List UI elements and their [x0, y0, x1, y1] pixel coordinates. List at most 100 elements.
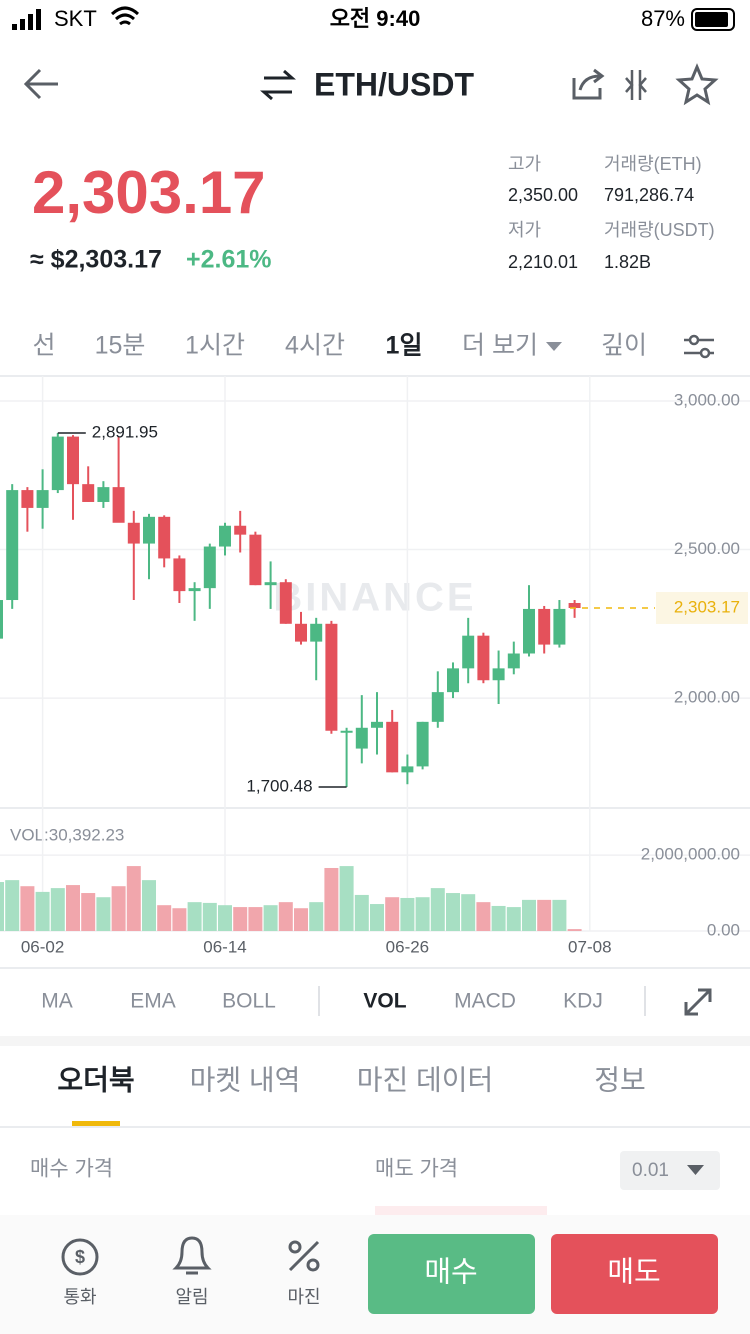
interval-tab[interactable]: 1시간 — [185, 332, 245, 360]
indicator-tab[interactable]: BOLL — [222, 990, 276, 1013]
candle-body — [173, 558, 186, 592]
volume-bar — [506, 907, 521, 931]
volume-bar — [491, 905, 506, 931]
interval-tab[interactable]: 더 보기 — [462, 332, 538, 360]
signal-bar — [20, 19, 25, 30]
price-change: +2.61% — [186, 246, 272, 274]
interval-tab[interactable]: 4시간 — [285, 332, 345, 360]
share-button[interactable] — [572, 68, 605, 100]
volume-bar — [476, 902, 491, 931]
swap-icon[interactable] — [260, 69, 296, 101]
indicator-tab[interactable]: MACD — [454, 990, 516, 1013]
x-tick-label: 06-14 — [203, 937, 246, 956]
x-tick-label: 07-08 — [568, 937, 611, 956]
volume-bar — [309, 902, 324, 931]
candle-body — [431, 692, 444, 722]
currency-symbol: $ — [75, 1247, 85, 1267]
last-price-label: 2,303.17 — [674, 597, 740, 616]
volume-bar — [446, 893, 460, 931]
candle-body — [279, 582, 292, 624]
depth-bar — [375, 1206, 547, 1215]
candle-body — [158, 516, 171, 559]
candle-body — [523, 608, 535, 654]
candle-body — [97, 487, 110, 502]
nav-alerts[interactable]: 알림 — [172, 1236, 212, 1307]
indicator-tab[interactable]: MA — [41, 990, 73, 1013]
volume-label: VOL:30,392.23 — [10, 825, 124, 844]
volume-bar — [96, 897, 111, 931]
indicator-tab-active[interactable]: VOL — [363, 990, 406, 1013]
volume-bar — [20, 886, 35, 931]
candle-body — [568, 602, 581, 608]
annotation: 2,891.95 — [92, 423, 158, 442]
volume-bar — [5, 880, 20, 931]
status-bar: SKT 오전 9:40 87% — [12, 6, 735, 31]
volume-bar — [157, 905, 172, 931]
settings-knob — [688, 334, 700, 346]
favorite-button[interactable] — [675, 63, 719, 106]
volume-bar — [248, 907, 263, 931]
market-tab[interactable]: 정보 — [594, 1064, 646, 1095]
settings-knob — [699, 347, 711, 359]
interval-tab[interactable]: 선 — [32, 332, 55, 360]
pair-title[interactable]: ETH/USDT — [314, 66, 474, 102]
volume-bar — [66, 885, 80, 931]
market-tabs: 오더북 마켓 내역 마진 데이터 정보 — [0, 1064, 750, 1128]
candle-body — [264, 582, 277, 586]
interval-tab[interactable]: 깊이 — [601, 332, 647, 360]
candle-body — [340, 730, 353, 733]
watermark: BINANCE — [273, 576, 476, 620]
candle-body — [462, 635, 475, 669]
candle-body — [203, 546, 216, 589]
market-tab[interactable]: 마켓 내역 — [190, 1064, 301, 1095]
nav-margin[interactable]: 마진 — [287, 1240, 321, 1307]
candle-body — [112, 487, 125, 523]
interval-tab-active[interactable]: 1일 — [386, 332, 423, 360]
nav-currency[interactable]: $ 통화 — [61, 1238, 99, 1307]
sell-button[interactable] — [551, 1234, 718, 1314]
y2-tick-label: 2,000,000.00 — [641, 845, 740, 864]
chart-settings-button[interactable] — [684, 334, 714, 359]
buy-button[interactable] — [368, 1234, 535, 1314]
nav-label: 마진 — [287, 1287, 320, 1307]
volume-bar — [400, 897, 415, 931]
indicator-tab[interactable]: EMA — [130, 990, 176, 1013]
volume-bar — [385, 897, 400, 931]
fullscreen-button[interactable] — [684, 988, 712, 1016]
bottom-bar: $ 통화 알림 마진 매수 매도 — [0, 1215, 750, 1334]
signal-bar — [12, 24, 17, 30]
compare-button[interactable] — [625, 70, 647, 100]
candle-body — [234, 525, 247, 535]
bid-header: 매수 가격 — [30, 1158, 113, 1181]
sell-label: 매도 — [607, 1257, 660, 1289]
buy-label: 매수 — [424, 1257, 477, 1289]
candle-body — [507, 653, 520, 669]
precision-select[interactable] — [620, 1151, 720, 1190]
last-price: 2,303.17 — [32, 159, 266, 226]
interval-tab[interactable]: 15분 — [95, 332, 146, 360]
volume-bar — [126, 866, 141, 931]
y-tick-label: 2,000.00 — [674, 688, 740, 707]
candle-body — [447, 668, 459, 693]
ask-header: 매도 가격 — [375, 1158, 458, 1181]
tab-indicator — [72, 1121, 120, 1126]
back-button[interactable] — [23, 68, 58, 100]
indicator-tab[interactable]: KDJ — [563, 990, 603, 1013]
volume-bar — [339, 866, 354, 931]
market-tab-active[interactable]: 오더북 — [57, 1064, 134, 1095]
candle-body — [219, 525, 231, 547]
volume-bar — [218, 905, 232, 931]
market-tab[interactable]: 마진 데이터 — [357, 1064, 494, 1095]
stat-label: 거래량(USDT) — [604, 220, 715, 240]
candle-body — [82, 484, 95, 502]
orderbook-header: 매수 가격 매도 가격 0.01 — [30, 1151, 720, 1215]
header: ETH/USDT — [23, 63, 719, 106]
volume-bar — [552, 899, 567, 931]
annotation: 1,700.48 — [246, 777, 312, 796]
bell-icon — [172, 1236, 212, 1275]
candle-body — [51, 436, 64, 491]
candle-body — [188, 588, 201, 592]
battery-icon — [691, 8, 735, 31]
clock: 오전 9:40 — [330, 6, 421, 31]
